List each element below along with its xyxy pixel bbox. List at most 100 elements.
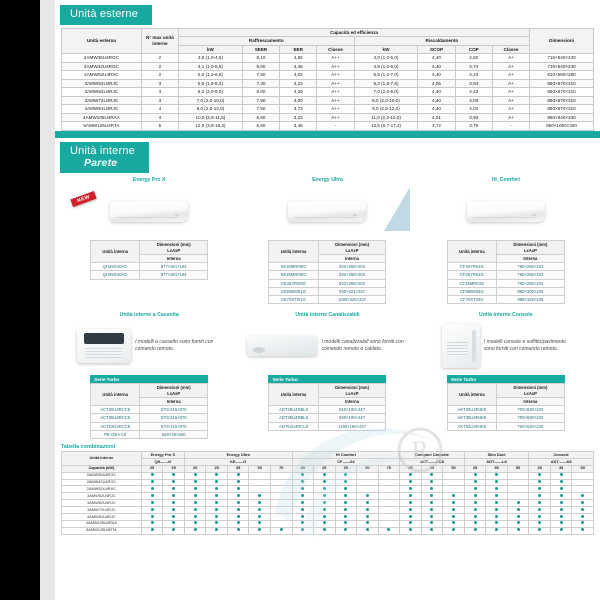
compatible-dot-icon [430,500,434,504]
compatible-dot-icon [258,493,262,497]
wall-unit-image: NEW [63,185,235,237]
compatible-cell [291,506,315,514]
compatible-dot-icon [193,521,197,525]
compatible-dot-icon [365,493,369,497]
compatible-cell [313,485,336,494]
compatible-dot-icon [150,500,154,504]
compatible-cell [549,526,573,535]
combination-unit-name: 2AMW35U4RGC [61,471,142,480]
compatible-dot-icon [495,473,499,477]
th-indoor-unit: Unità interna [90,240,141,264]
empty-cell [248,485,271,494]
table-row: 3AMW72U4RJC [61,506,594,514]
other-dimension-table: Unità interna Dimensioni (mm) LxAxP Interna… [90,383,209,440]
compatible-cell [226,526,250,535]
indoor-unit-name: CF50BS04G [446,286,497,297]
compatible-dot-icon [215,521,219,525]
compatible-dot-icon [322,487,326,491]
table-row: 4AMW81U4RJC [61,512,594,521]
compatible-dot-icon [215,500,219,504]
compatible-dot-icon [322,507,326,511]
compatible-cell [248,512,271,521]
wall-split-unit-graphic [466,200,545,222]
compatible-dot-icon [408,473,412,477]
table-row: CF35MR04G 790×255×203 [446,278,565,288]
outdoor-heating-kw: 11,0 (2,2-12,0) [353,112,419,123]
outdoor-seer: 8,00 [241,61,281,72]
combination-unit-name: 4AMW81U4RJC [61,512,142,521]
table-row: 2AMW42U4RGC 2 4,1 (1,0-5,5) 8,00 4,46 A++ 4,5 … [61,61,594,72]
display-led-icon [175,214,180,216]
empty-cell [269,478,293,487]
indoor-unit-name: CF35MR04G [446,278,497,288]
compatible-dot-icon [452,507,455,511]
compatible-cell [140,471,164,480]
compatible-cell [399,512,422,521]
indoor-unit-dimensions: 877×301×194 [139,270,209,280]
compatible-dot-icon [516,521,520,525]
compatible-cell [313,492,336,501]
th-size: 25 [313,464,336,473]
compatible-dot-icon [322,500,326,504]
outdoor-cooling-kw: 12,5 (3,8-15,3) [178,121,243,131]
th-combination-capacity: Capacità (kW) [61,464,142,473]
outdoor-cop: 4,82 [454,53,493,63]
table-row: CF20YR04G 790×255×203 [446,262,565,272]
th-size: 50 [571,464,594,473]
compatible-cell [205,471,228,480]
compatible-cell [549,512,573,521]
outdoor-dimensions: 860×670×310 [529,87,594,97]
compatible-cell [485,478,508,487]
compatible-dot-icon [495,500,499,504]
outdoor-cooling-kw: 4,1 (1,0-5,5) [178,61,243,72]
compatible-cell [162,526,185,535]
table-row: 3AMW62U4RJC [61,499,594,508]
compatible-dot-icon [344,473,348,477]
th-indoor-sub: Interna [317,396,387,407]
outdoor-cop: 3,75 [454,121,493,131]
compatible-cell [162,478,185,487]
outdoor-seer: 6,50 [241,112,281,123]
wall-product-card: Energy Pro X NEW [63,177,235,237]
compatible-cell [248,492,271,501]
compatible-dot-icon [365,514,369,518]
compatible-dot-icon [172,480,176,484]
compatible-cell [226,492,250,501]
compatible-dot-icon [236,480,240,484]
compatible-dot-icon [258,500,262,504]
empty-cell [377,512,401,521]
compatible-cell [291,519,315,528]
th-heating-class: Classe [491,44,531,55]
outdoor-cop: 3,94 [454,78,493,89]
compatible-cell [442,526,465,535]
compatible-cell [183,492,207,501]
compatible-cell [205,512,228,521]
combination-unit-name: 2AMW52U4RXC [61,485,142,494]
compatible-dot-icon [473,487,477,491]
empty-cell [506,471,530,480]
outdoor-cooling-class: A++ [316,112,355,123]
compatible-cell [485,506,508,514]
compatible-dot-icon [452,500,455,504]
compatible-cell [549,471,573,480]
product-note: I modelli console e soffitto/pavimento s… [483,338,566,353]
compatible-cell [226,499,250,508]
outdoor-scop: 4,40 [417,87,456,97]
compatible-dot-icon [408,521,412,525]
indoor-unit-dimensions: 620×40×620 [139,429,209,440]
compatible-cell [248,506,271,514]
compatible-cell [463,471,487,480]
compatible-dot-icon [516,514,520,518]
compatible-dot-icon [538,487,542,491]
outdoor-unit-name: 3AMW52U4RJC [61,78,142,89]
th-group-code: QH——G [140,457,185,466]
wall-dimension-tables: Unità interna Dimensioni (mm) LxAxP Interna… [63,240,592,305]
indoor-unit-name: PE-GEA-L0 [90,429,141,440]
outdoor-heating-kw: 6,3 (1,5-7,5) [353,78,419,89]
empty-cell [356,478,379,487]
compatible-cell [549,485,573,494]
indoor-unit-name: QH25XV0AG [90,262,141,272]
compatible-dot-icon [365,521,369,525]
outdoor-heating-kw: 13,5 (6,7-17,2) [353,121,419,131]
empty-cell [506,478,530,487]
